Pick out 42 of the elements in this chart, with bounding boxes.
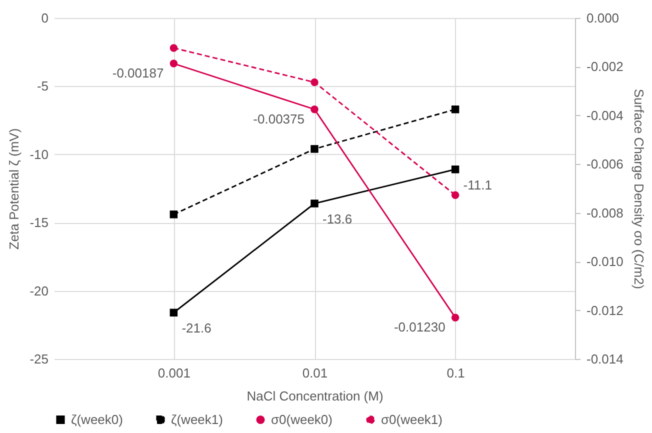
point	[451, 106, 460, 114]
y-tick-label: -25	[30, 352, 48, 366]
point	[451, 166, 460, 174]
y2-tick-label: -0.014	[586, 352, 624, 366]
y2-tick-label: 0.000	[586, 10, 620, 26]
y2-axis-title: Surface Charge Density σo (C/m2)	[631, 88, 646, 290]
legend-label: ζ(week1)	[171, 412, 223, 427]
point	[451, 314, 460, 322]
data-label: -0.01230	[394, 320, 446, 335]
y2-tick-label: -0.006	[586, 156, 624, 172]
x-tick-label: 0.001	[158, 366, 190, 380]
y-axis-title: Zeta Potential ζ (mV)	[6, 128, 22, 250]
point	[310, 200, 318, 208]
point	[170, 308, 178, 316]
x-tick-label: 0.01	[302, 366, 328, 380]
point	[310, 105, 318, 114]
y-tick-label: -10	[30, 146, 48, 162]
point	[451, 191, 460, 199]
data-label: -0.00375	[253, 111, 304, 126]
y2-tick-label: -0.002	[586, 59, 624, 74]
point	[310, 145, 318, 153]
legend-label: ζ(week0)	[71, 412, 123, 427]
y-tick-label: -15	[30, 215, 48, 230]
data-label: -0.00187	[112, 66, 164, 81]
point	[170, 60, 178, 68]
data-label: -21.6	[182, 320, 212, 336]
point	[310, 78, 318, 86]
y2-tick-label: -0.010	[586, 254, 624, 270]
point	[170, 210, 178, 218]
y-tick-label: 0	[41, 10, 48, 26]
x-axis-title: NaCl Concentration (M)	[246, 388, 384, 404]
y-tick-label: -5	[36, 78, 48, 94]
legend-label: σ0(week1)	[381, 412, 442, 427]
point	[170, 44, 178, 52]
y2-tick-label: -0.004	[586, 108, 624, 123]
data-label: -13.6	[322, 212, 352, 227]
data-label: -11.1	[463, 177, 492, 192]
legend-label: σ0(week0)	[271, 412, 332, 427]
y2-tick-label: -0.012	[586, 302, 624, 318]
y2-tick-label: -0.008	[586, 205, 624, 220]
y-tick-label: -20	[30, 283, 48, 298]
x-tick-label: 0.1	[446, 366, 465, 380]
